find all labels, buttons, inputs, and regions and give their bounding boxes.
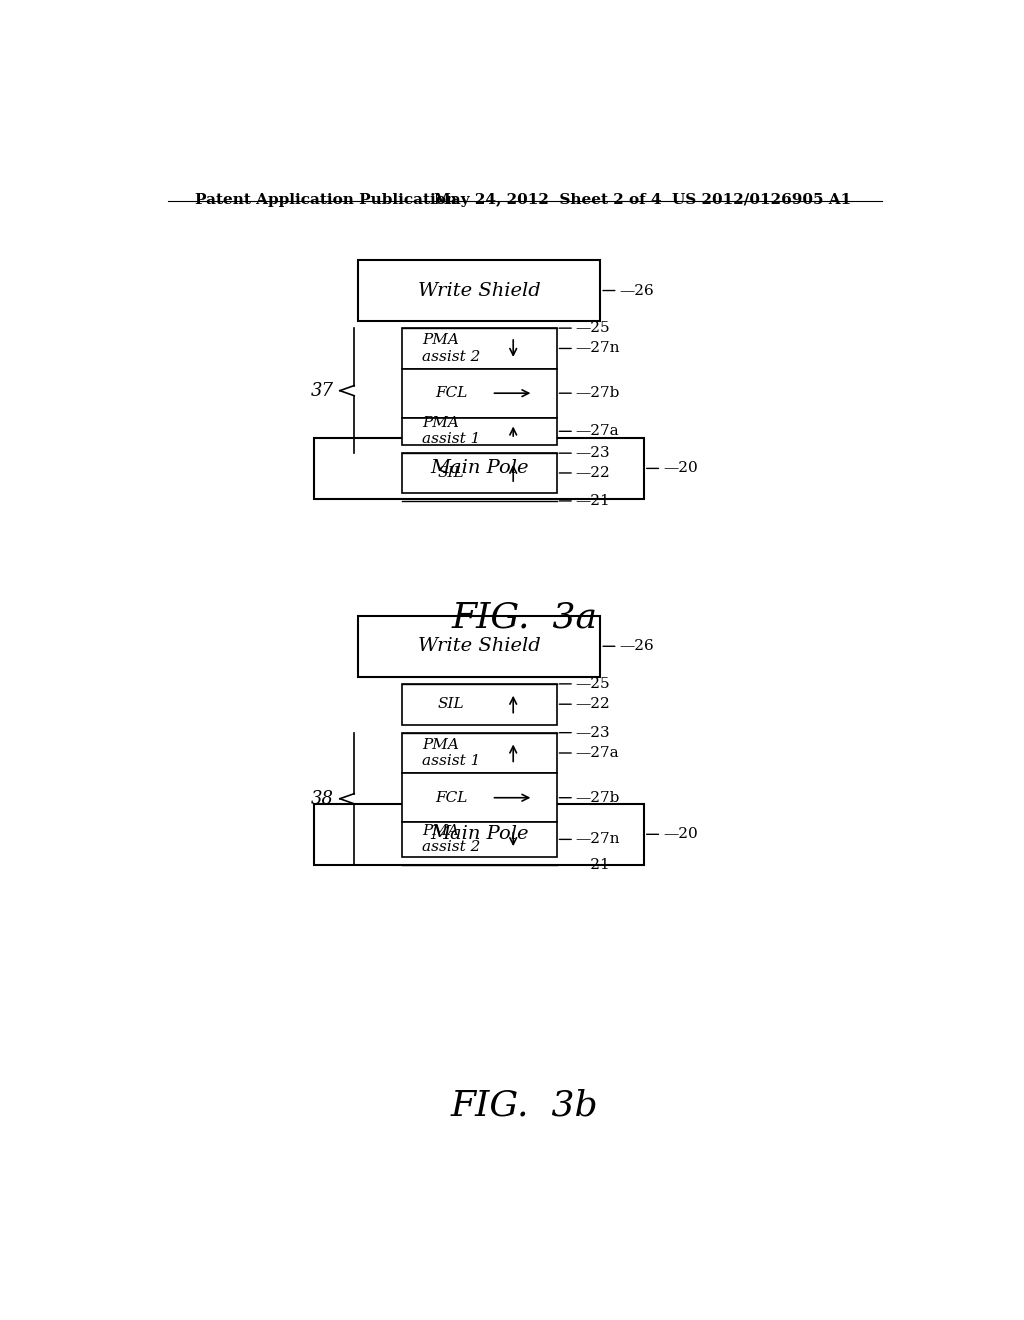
Text: May 24, 2012  Sheet 2 of 4: May 24, 2012 Sheet 2 of 4 (433, 193, 662, 207)
Text: PMA
assist 2: PMA assist 2 (422, 824, 480, 854)
Text: PMA
assist 1: PMA assist 1 (422, 416, 480, 446)
Text: FCL: FCL (435, 791, 468, 805)
Bar (314, 438, 644, 499)
Text: Main Pole: Main Pole (430, 825, 528, 843)
Bar (358, 260, 600, 321)
Text: —21: —21 (575, 494, 610, 508)
Text: Write Shield: Write Shield (418, 638, 541, 655)
Text: —22: —22 (575, 697, 610, 711)
Bar (401, 733, 557, 774)
Text: US 2012/0126905 A1: US 2012/0126905 A1 (672, 193, 851, 207)
Text: —23: —23 (575, 446, 610, 461)
Text: —22: —22 (575, 466, 610, 480)
Text: —26: —26 (620, 639, 654, 653)
Text: Main Pole: Main Pole (430, 459, 528, 478)
Text: FIG.  3b: FIG. 3b (451, 1089, 599, 1123)
Text: PMA
assist 1: PMA assist 1 (422, 738, 480, 768)
Bar (358, 615, 600, 677)
Bar (401, 684, 557, 725)
Text: —27b: —27b (575, 387, 620, 400)
Text: —27a: —27a (575, 424, 620, 438)
Text: —26: —26 (620, 284, 654, 297)
Text: —21: —21 (575, 858, 610, 871)
Text: 37: 37 (310, 381, 334, 400)
Text: FCL: FCL (435, 387, 468, 400)
Text: PMA
assist 2: PMA assist 2 (422, 334, 480, 363)
Bar (401, 368, 557, 417)
Text: Patent Application Publication: Patent Application Publication (196, 193, 458, 207)
Text: —27b: —27b (575, 791, 620, 805)
Text: —25: —25 (575, 321, 610, 335)
Text: —27n: —27n (575, 342, 621, 355)
Text: Write Shield: Write Shield (418, 281, 541, 300)
Bar (314, 804, 644, 865)
Text: —27n: —27n (575, 833, 621, 846)
Bar (401, 453, 557, 492)
Bar (401, 329, 557, 368)
Bar (401, 417, 557, 445)
Bar (401, 774, 557, 822)
Text: FIG.  3a: FIG. 3a (452, 601, 598, 635)
Text: —25: —25 (575, 677, 610, 690)
Text: SIL: SIL (438, 466, 465, 480)
Text: —23: —23 (575, 726, 610, 739)
Bar (401, 822, 557, 857)
Text: 38: 38 (310, 789, 334, 808)
Text: —20: —20 (663, 462, 697, 475)
Text: —27a: —27a (575, 746, 620, 760)
Text: SIL: SIL (438, 697, 465, 711)
Text: —20: —20 (663, 828, 697, 841)
